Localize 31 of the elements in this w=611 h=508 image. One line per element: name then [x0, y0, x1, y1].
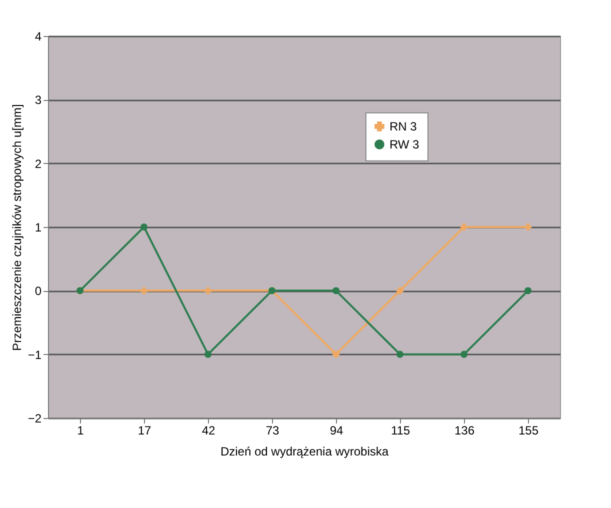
x-tick-label: 1: [77, 424, 84, 438]
x-tick-label: 155: [518, 424, 539, 438]
y-tick-label: −1: [28, 348, 42, 362]
point: [460, 223, 468, 231]
point: [204, 350, 212, 358]
x-tick-label: 136: [454, 424, 475, 438]
x-tick-label: 94: [330, 424, 344, 438]
point: [460, 350, 468, 358]
y-tick-label: 4: [34, 30, 42, 44]
point: [524, 287, 532, 294]
legend-label: RN 3: [389, 119, 418, 134]
point: [396, 287, 404, 294]
point: [396, 350, 404, 358]
x-tick-label: 17: [138, 424, 152, 438]
y-tick-label: 1: [34, 220, 42, 234]
y-tick-label: 2: [34, 156, 42, 171]
point: [332, 350, 340, 358]
point: [140, 223, 148, 231]
point: [332, 287, 340, 294]
y-tick-label: 0: [34, 284, 42, 298]
legend-label: RW 3: [389, 137, 420, 152]
point: [140, 287, 148, 294]
y-axis-title: Przemieszczenie czujników stropowych u[mm]: [10, 104, 24, 351]
point: [204, 287, 212, 294]
y-tick-label: 3: [34, 93, 42, 108]
y-tick-label: −2: [28, 412, 42, 426]
x-axis-title: Dzień od wydrążenia wyrobiska: [220, 444, 389, 458]
x-tick-label: 115: [390, 424, 410, 438]
x-tick-label: 73: [266, 424, 280, 438]
point: [524, 223, 532, 231]
x-tick-label: 42: [202, 424, 216, 438]
